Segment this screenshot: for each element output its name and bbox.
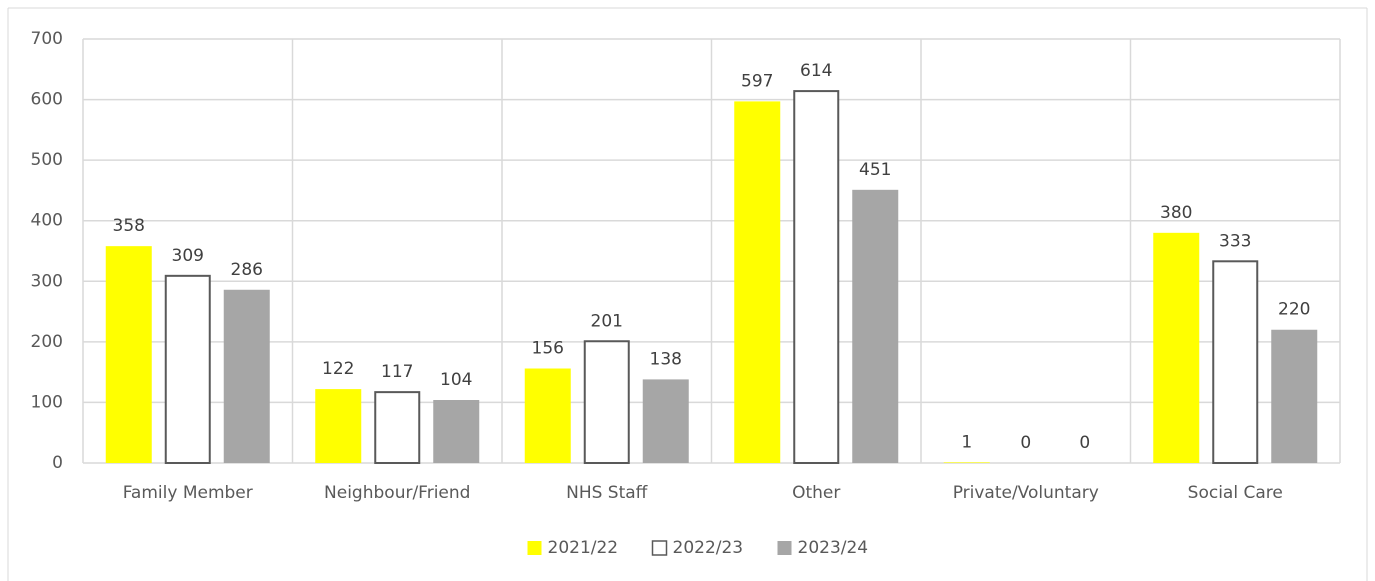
- x-tick-label: Social Care: [1188, 483, 1283, 503]
- bar: [943, 462, 990, 463]
- bar: [374, 391, 421, 465]
- data-label: 0: [1079, 433, 1090, 453]
- bar: [1271, 329, 1318, 463]
- bar: [1153, 232, 1200, 463]
- data-label: 0: [1020, 433, 1031, 453]
- legend-label: 2022/23: [673, 538, 744, 558]
- y-tick-label: 0: [52, 453, 63, 473]
- data-label: 201: [591, 311, 623, 331]
- bar: [734, 101, 781, 463]
- data-label: 309: [172, 246, 204, 266]
- bar: [164, 274, 211, 464]
- bar: [315, 389, 362, 463]
- legend-label: 2021/22: [548, 538, 619, 558]
- legend-label: 2023/24: [798, 538, 869, 558]
- y-tick-label: 600: [31, 90, 63, 110]
- bar: [105, 246, 152, 463]
- data-label: 286: [231, 260, 263, 280]
- bar: [793, 90, 840, 464]
- data-label: 380: [1160, 203, 1192, 223]
- data-label: 117: [381, 362, 413, 382]
- bar: [583, 340, 630, 465]
- x-tick-label: Family Member: [123, 483, 253, 503]
- x-tick-label: NHS Staff: [566, 483, 649, 503]
- data-label: 358: [113, 216, 145, 236]
- y-tick-label: 300: [31, 271, 63, 291]
- x-tick-label: Other: [792, 483, 840, 503]
- bar: [1212, 260, 1259, 464]
- x-tick-label: Neighbour/Friend: [324, 483, 470, 503]
- data-label: 614: [800, 61, 832, 81]
- data-label: 597: [741, 71, 773, 91]
- y-tick-label: 100: [31, 392, 63, 412]
- y-tick-label: 200: [31, 332, 63, 352]
- data-label: 220: [1278, 300, 1310, 320]
- bar: [852, 189, 899, 463]
- y-tick-label: 500: [31, 150, 63, 170]
- bar: [524, 368, 571, 463]
- bar: [642, 379, 689, 463]
- data-label: 104: [440, 370, 472, 390]
- bar: [433, 400, 480, 463]
- legend-swatch: [777, 541, 792, 555]
- data-label: 451: [859, 160, 891, 180]
- y-tick-label: 400: [31, 211, 63, 231]
- data-label: 138: [650, 349, 682, 369]
- data-label: 1: [961, 432, 972, 452]
- legend-swatch: [527, 541, 542, 555]
- data-label: 156: [532, 339, 564, 359]
- legend-swatch: [651, 540, 668, 556]
- data-label: 333: [1219, 231, 1251, 251]
- y-tick-label: 700: [31, 29, 63, 49]
- x-tick-label: Private/Voluntary: [953, 483, 1099, 503]
- data-label: 122: [322, 359, 354, 379]
- bar: [223, 289, 270, 463]
